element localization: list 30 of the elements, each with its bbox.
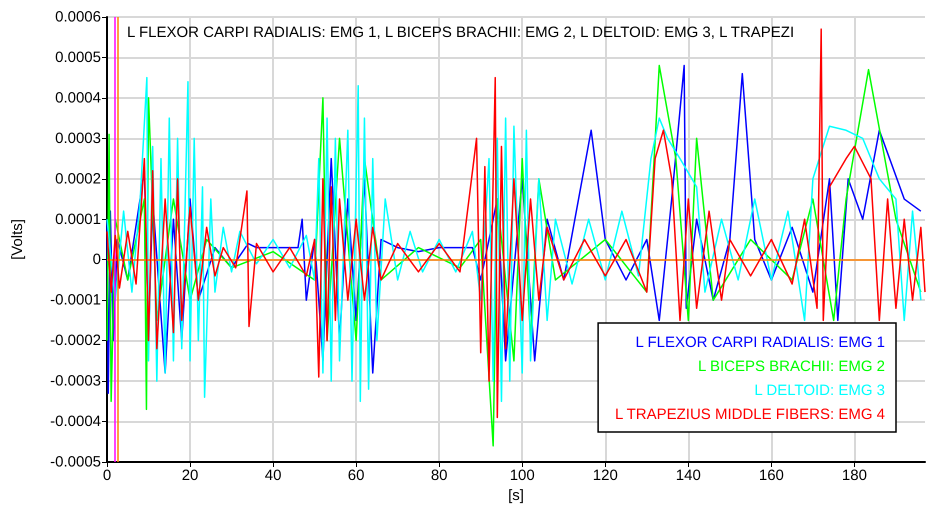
y-tick-label: -0.0004 [50,413,101,430]
y-tick-label: 0.0004 [55,89,101,106]
y-tick-label: 0.0001 [55,210,101,228]
text: L FLEXOR CARPI RADIALIS: EMG 1, L BICEPS BRACHII: EMG 2, L DELTOID: EMG 3, L TRAPEZI [127,24,794,41]
x-tick-label: 60 [348,467,364,484]
x-tick-label: 160 [758,467,784,484]
y-axis-title: [Volts] [9,219,26,260]
x-tick-label: 20 [182,467,198,484]
y-tick-label: 0.0005 [55,48,101,66]
y-tick-label: -0.0003 [50,372,101,390]
x-tick-label: 0 [102,467,112,484]
y-tick-label: 0.0002 [55,170,101,188]
y-tick-label: 0.0003 [55,130,101,147]
x-tick-label: 120 [592,467,618,484]
x-tick-label: 80 [430,467,448,484]
x-axis-title: [s] [508,486,524,504]
y-tick-label: -0.0005 [50,454,101,470]
x-tick-label: 140 [676,467,701,484]
text: L BICEPS BRACHII: EMG 2 [698,358,885,375]
x-tick-label: 40 [264,467,282,484]
series-label: L FLEXOR CARPI RADIALIS: EMG 1 [635,334,885,351]
x-tick-label: 100 [510,467,535,484]
y-tick-label: -0.0002 [50,332,101,350]
text: L TRAPEZIUS MIDDLE FIBERS: EMG 4 [614,406,885,423]
y-tick-label: 0.0006 [55,8,101,26]
y-tick-label: -0.0001 [50,292,101,309]
text: L DELTOID: EMG 3 [754,382,885,399]
line-series [106,28,926,418]
x-tick-label: 180 [842,467,867,484]
y-tick-label: 0 [92,251,101,268]
